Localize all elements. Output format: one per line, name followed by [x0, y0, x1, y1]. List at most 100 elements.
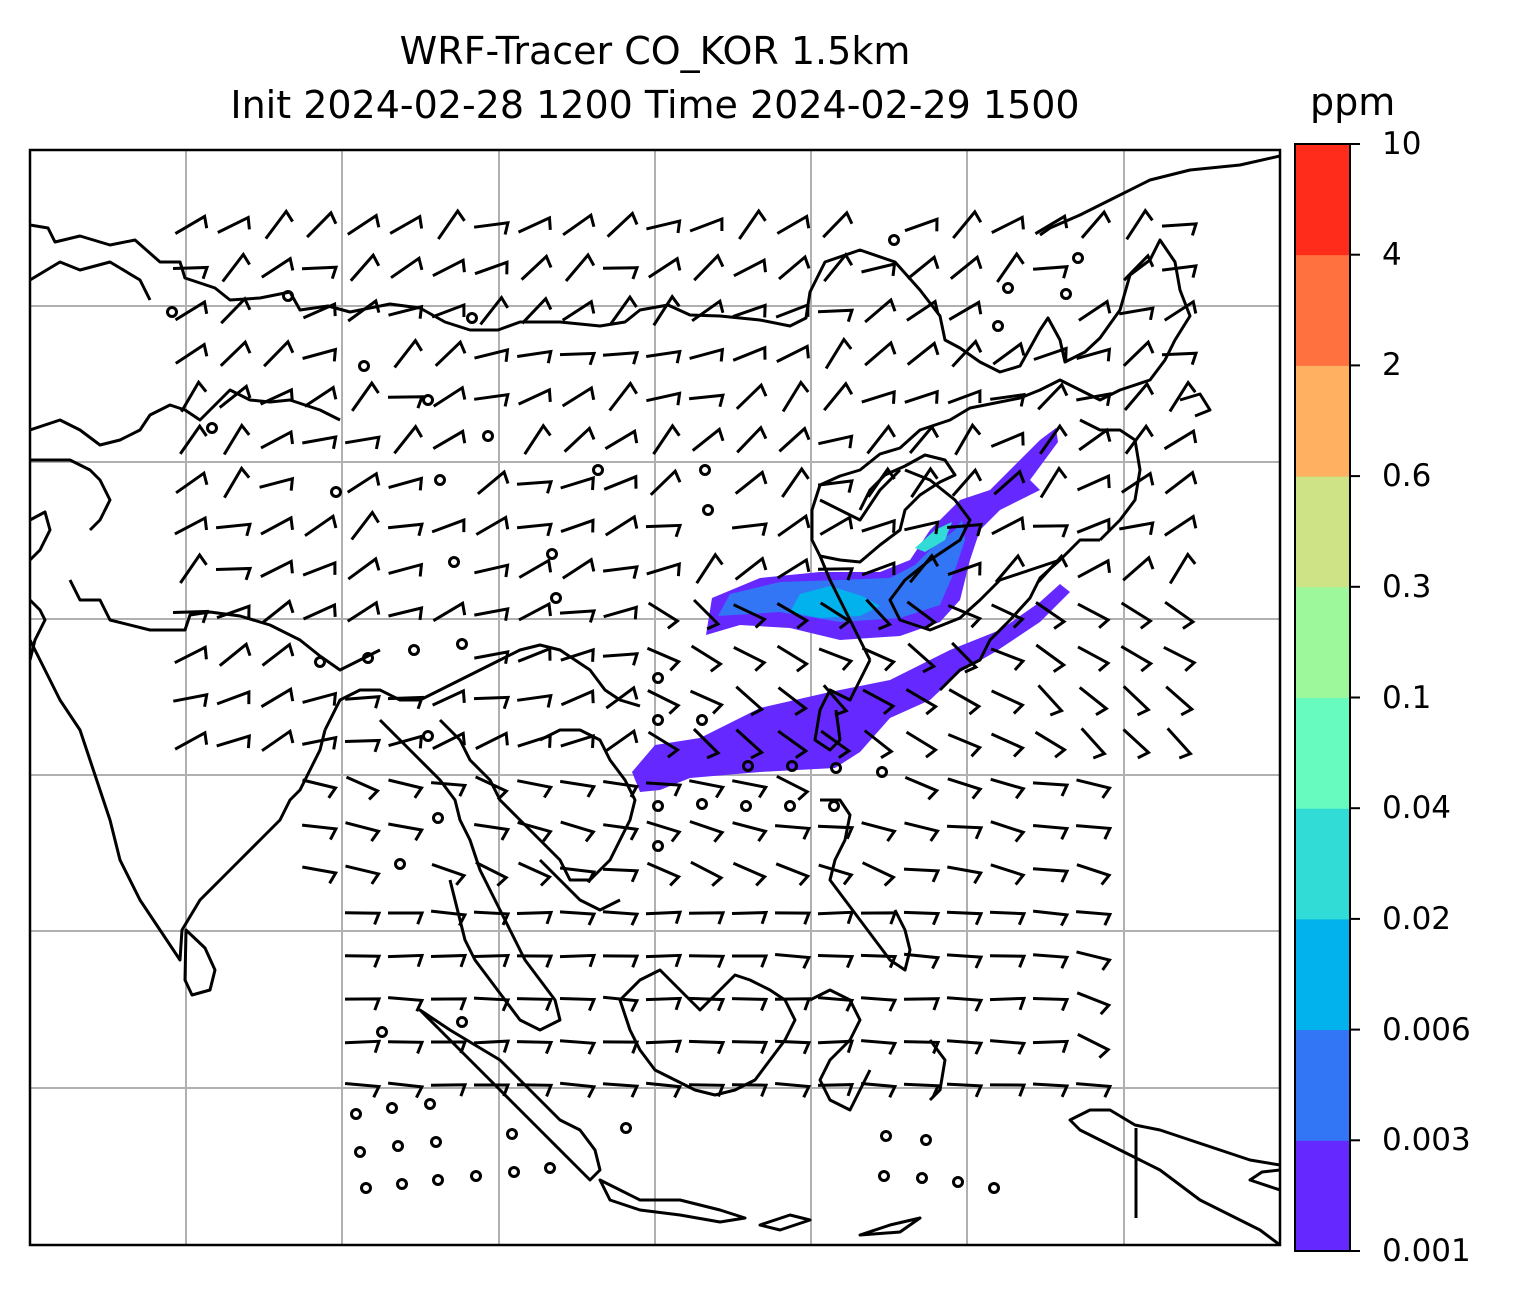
wind-barb [689, 689, 725, 715]
wind-barb [819, 515, 854, 536]
wind-barb [862, 688, 896, 716]
wind-barb [474, 563, 510, 578]
wind-barb [646, 861, 682, 887]
calm-wind-marker [358, 360, 370, 372]
calm-wind-marker [456, 1016, 468, 1028]
wind-barb [516, 522, 553, 537]
wind-barb [990, 647, 1026, 672]
wind-barb [909, 553, 940, 584]
wind-barb [393, 337, 423, 369]
wind-barb [562, 212, 596, 237]
wind-barb [473, 996, 511, 1012]
wind-barb [904, 776, 940, 801]
wind-barb [692, 727, 721, 760]
wind-barb [647, 689, 681, 715]
wind-barb [1078, 299, 1112, 322]
wind-barb [559, 1039, 597, 1055]
wind-barb [1124, 423, 1154, 455]
wind-barb [817, 567, 855, 581]
wind-barb [388, 606, 424, 621]
wind-barb [860, 911, 898, 925]
wind-barb [474, 607, 510, 621]
wind-barb [1032, 997, 1070, 1012]
wind-barb [1032, 824, 1070, 840]
wind-barb [174, 214, 209, 235]
wind-barb [990, 732, 1026, 758]
tracer-concentration-field [632, 428, 1070, 792]
wind-barb [390, 255, 424, 279]
wind-barb [646, 219, 682, 234]
wind-barb [735, 382, 768, 410]
wind-barb [387, 695, 425, 710]
wind-barb [344, 997, 382, 1011]
wind-barb [1161, 264, 1198, 278]
wind-barb [951, 338, 983, 368]
wind-barb [474, 260, 509, 276]
wind-barb [775, 862, 811, 887]
colorbar-frame [1294, 143, 1351, 1252]
wind-barb [388, 304, 424, 319]
wind-barb [778, 426, 811, 453]
wind-barb [516, 480, 554, 494]
wind-barb [1080, 209, 1112, 239]
wind-barb [688, 954, 726, 969]
wind-barb [302, 347, 338, 362]
wind-barb [646, 562, 681, 577]
wind-barb [1035, 643, 1067, 673]
wind-barb [691, 426, 725, 452]
colorbar-segment [1295, 586, 1350, 698]
calm-wind-marker [396, 1178, 408, 1190]
wind-barb [1075, 1082, 1113, 1098]
calm-wind-marker [920, 1134, 932, 1146]
wind-barb [652, 423, 681, 455]
wind-barb [261, 642, 295, 667]
colorbar-segment [1295, 808, 1350, 920]
wind-barb [731, 1083, 769, 1097]
wind-barb [264, 208, 294, 240]
wind-barb [733, 646, 767, 672]
wind-barb [905, 730, 939, 759]
wind-barb [475, 731, 509, 750]
wind-barb [430, 953, 468, 968]
wind-barb [695, 552, 724, 585]
calm-wind-marker [422, 394, 434, 406]
wind-barb [302, 778, 338, 799]
wind-barb [645, 781, 683, 797]
wind-barb [777, 729, 809, 759]
wind-barb [822, 684, 849, 717]
wind-barb [608, 294, 638, 326]
wind-barb [1125, 208, 1154, 241]
wind-barb [690, 644, 724, 673]
wind-barb [602, 652, 640, 666]
wind-barb [473, 1039, 511, 1053]
colorbar-tick-label: 4 [1382, 236, 1402, 273]
wind-barb [1039, 465, 1068, 499]
wind-barb [861, 262, 897, 277]
wind-barb [608, 380, 638, 412]
wind-barb [432, 385, 467, 408]
wind-barb [996, 251, 1025, 283]
wind-barb [1076, 473, 1111, 492]
calm-wind-marker [546, 548, 558, 560]
wind-barb [216, 689, 251, 706]
wind-barb [1168, 379, 1197, 413]
wind-barb [1075, 824, 1113, 840]
wind-barb [473, 910, 511, 926]
wind-barb [603, 605, 638, 620]
calm-wind-marker [394, 858, 406, 870]
wind-barb [732, 603, 768, 629]
wind-barb [1119, 521, 1155, 536]
wind-barb [517, 779, 554, 799]
wind-barb [1076, 347, 1112, 362]
colorbar-tick-label: 0.02 [1382, 900, 1452, 937]
wind-barb [989, 910, 1027, 926]
wind-barb [823, 252, 854, 283]
wind-barb [818, 863, 854, 886]
wind-barb [518, 558, 553, 579]
wind-barb [430, 1083, 468, 1097]
wind-barb [387, 1040, 425, 1054]
wind-barb [906, 600, 938, 630]
wind-barb [1033, 346, 1068, 361]
wind-barb [517, 215, 552, 234]
wind-barb [432, 257, 466, 278]
